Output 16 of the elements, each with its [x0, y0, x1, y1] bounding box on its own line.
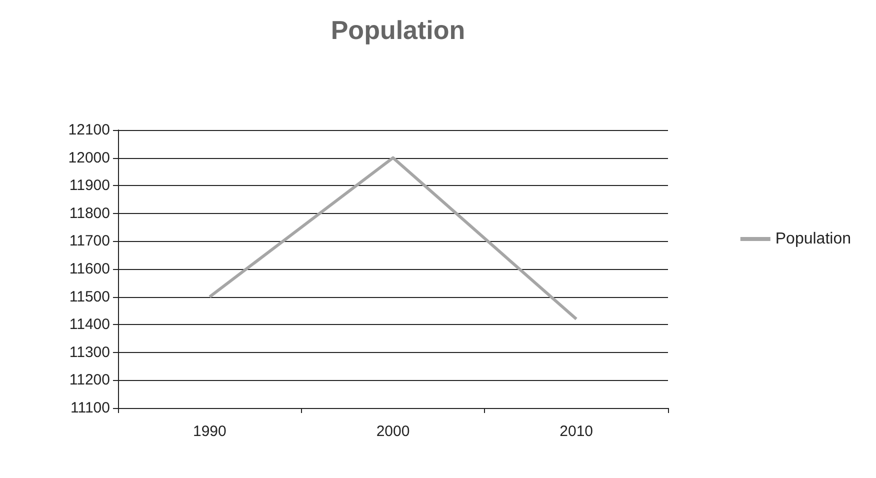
- legend-label: Population: [775, 230, 852, 248]
- y-tick-label: 12100: [68, 122, 110, 138]
- y-tick-label: 11800: [69, 204, 110, 222]
- x-tick-label: 2000: [376, 423, 410, 440]
- y-tick-label: 11500: [69, 288, 110, 306]
- x-tick-label: 2010: [560, 423, 594, 440]
- y-tick-label: 11100: [70, 400, 110, 416]
- y-tick-label: 11700: [69, 232, 110, 250]
- y-tick-label: 11900: [69, 177, 110, 194]
- y-tick-label: 11200: [69, 372, 110, 389]
- y-tick-label: 11300: [69, 344, 110, 361]
- chart-title: Population: [330, 15, 466, 45]
- y-tick-label: 12000: [68, 149, 110, 166]
- x-tick-label: 1990: [192, 423, 226, 440]
- y-tick-label: 11400: [69, 316, 110, 334]
- y-tick-label: 11600: [69, 260, 110, 278]
